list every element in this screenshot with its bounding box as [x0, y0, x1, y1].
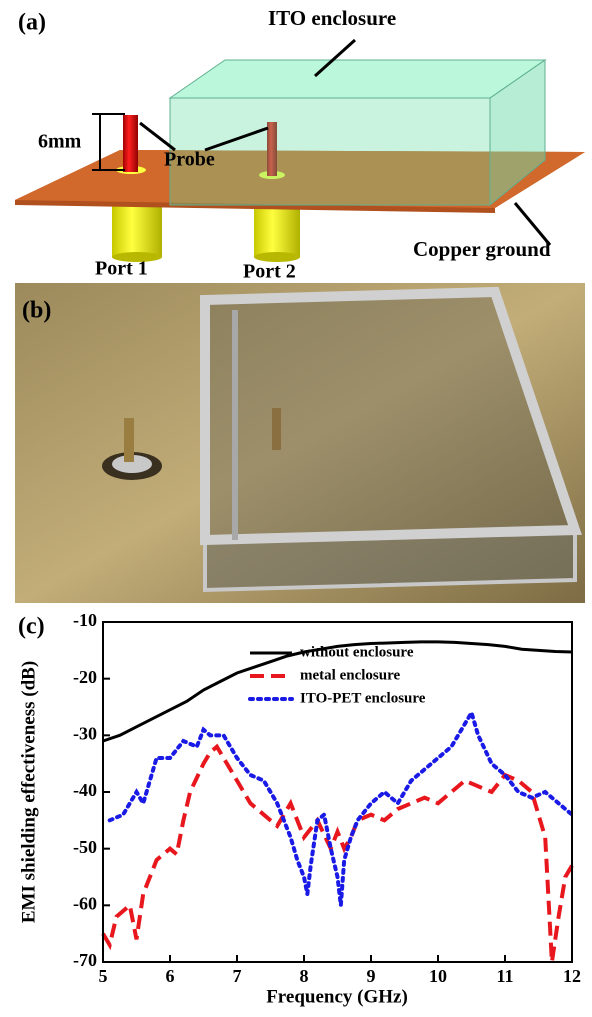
enclosure	[169, 97, 491, 206]
diagram-a: (a) ITO enclosure 6mm Probe Port 1 Port …	[15, 6, 585, 283]
series-line	[102, 640, 573, 743]
enclosure-photo	[205, 292, 575, 540]
probe-photo	[124, 418, 134, 462]
x-tick-label: 9	[367, 966, 376, 986]
x-tick-label: 5	[99, 966, 108, 986]
plot-frame	[102, 621, 573, 963]
chart-c: (c) Frequency (GHz) EMI shielding effect…	[18, 610, 581, 1007]
label: ITO enclosure	[268, 6, 396, 30]
x-tick-label: 8	[300, 966, 309, 986]
y-tick-label: -10	[73, 610, 97, 630]
y-tick-label: -50	[73, 837, 97, 857]
enclosure	[168, 59, 547, 99]
arrow	[513, 202, 552, 246]
probe	[267, 122, 277, 176]
x-tick-label: 12	[563, 966, 581, 986]
x-tick-label: 10	[429, 966, 447, 986]
arrow	[139, 121, 176, 152]
legend-label: ITO-PET enclosure	[300, 690, 426, 706]
probe	[123, 115, 138, 172]
port-cylinder	[112, 252, 162, 262]
x-axis-label: Frequency (GHz)	[266, 986, 408, 1007]
y-tick-label: -20	[73, 667, 97, 687]
legend-label: metal enclosure	[300, 667, 400, 683]
probe-photo	[272, 408, 281, 450]
label: Port 1	[95, 258, 148, 280]
arrow	[313, 38, 357, 78]
copper-plate	[15, 150, 585, 208]
y-tick-label: -60	[73, 893, 97, 913]
arrow	[204, 126, 269, 152]
panel-label: (c)	[18, 614, 45, 640]
x-tick-label: 7	[233, 966, 242, 986]
port-cylinder	[254, 252, 300, 262]
label: 6mm	[38, 131, 82, 153]
y-tick-label: -70	[73, 950, 97, 970]
legend-label: without enclosure	[300, 644, 414, 660]
y-tick-label: -40	[73, 780, 97, 800]
x-tick-label: 11	[496, 966, 513, 986]
photo-b: (b)	[15, 283, 585, 603]
enclosure-frame	[200, 286, 582, 546]
y-axis-label: EMI shielding effectiveness (dB)	[18, 661, 39, 923]
y-tick-label: -30	[73, 723, 97, 743]
label: Port 2	[243, 261, 296, 283]
connector	[112, 455, 152, 473]
series-line	[101, 743, 574, 963]
label: Copper ground	[413, 237, 551, 261]
panel-label: (b)	[22, 298, 51, 324]
panel-label: (a)	[18, 10, 46, 36]
label: Probe	[164, 149, 215, 171]
x-tick-label: 6	[166, 966, 175, 986]
series-line	[107, 707, 574, 906]
